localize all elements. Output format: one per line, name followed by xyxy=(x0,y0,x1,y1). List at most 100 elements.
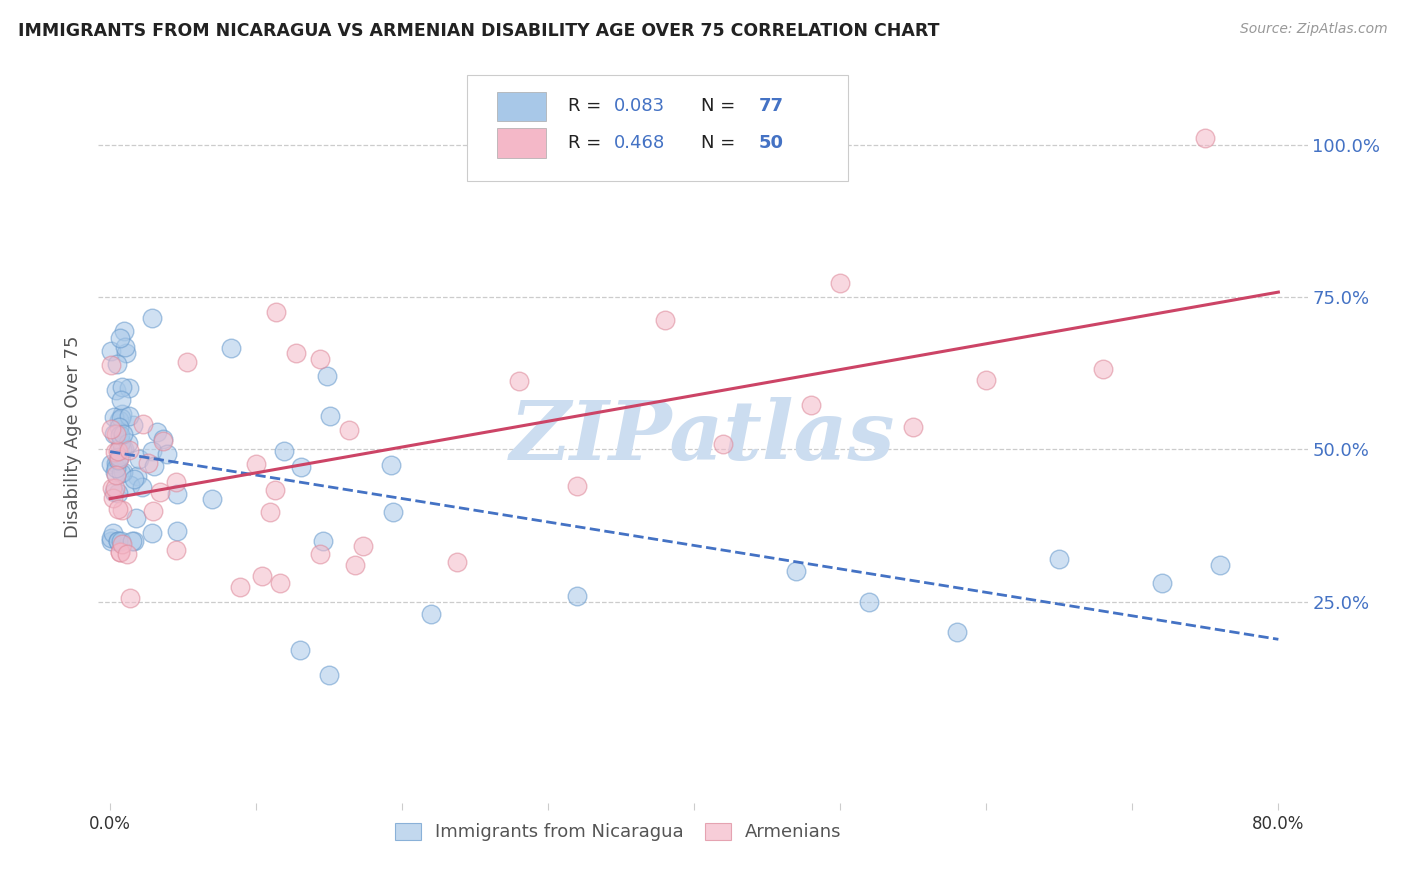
Point xyxy=(111,537,134,551)
Point xyxy=(104,383,127,397)
Point xyxy=(143,459,166,474)
Point xyxy=(107,452,129,467)
Text: N =: N = xyxy=(700,134,741,152)
Point xyxy=(118,591,141,605)
Point xyxy=(110,533,132,548)
Point xyxy=(141,525,163,540)
Text: R =: R = xyxy=(568,134,606,152)
Text: IMMIGRANTS FROM NICARAGUA VS ARMENIAN DISABILITY AGE OVER 75 CORRELATION CHART: IMMIGRANTS FROM NICARAGUA VS ARMENIAN DI… xyxy=(18,22,939,40)
Point xyxy=(229,580,252,594)
Point xyxy=(100,358,122,372)
Point xyxy=(288,643,311,657)
Point xyxy=(259,504,281,518)
Point xyxy=(107,443,129,458)
Point xyxy=(382,506,405,520)
Point xyxy=(103,485,125,500)
Point xyxy=(125,468,148,483)
Point xyxy=(166,486,188,500)
Point xyxy=(118,381,141,395)
Point xyxy=(128,451,150,466)
Point xyxy=(107,413,129,427)
Point xyxy=(142,504,165,518)
Point xyxy=(121,418,143,433)
Point xyxy=(110,393,132,408)
Point xyxy=(105,427,128,442)
Point xyxy=(264,305,287,319)
Point xyxy=(830,276,852,290)
FancyBboxPatch shape xyxy=(498,128,546,158)
Point xyxy=(858,594,880,608)
Point xyxy=(149,485,172,500)
Point xyxy=(312,533,335,548)
Point xyxy=(104,468,127,483)
Point xyxy=(165,475,187,490)
Point xyxy=(115,346,138,360)
Legend: Immigrants from Nicaragua, Armenians: Immigrants from Nicaragua, Armenians xyxy=(388,815,849,848)
Point xyxy=(112,427,135,442)
Point xyxy=(1194,131,1216,145)
Point xyxy=(103,410,125,425)
Point xyxy=(567,589,589,603)
Point xyxy=(263,483,285,497)
Point xyxy=(946,625,969,640)
Point xyxy=(1209,558,1232,573)
Point xyxy=(380,458,402,472)
Point xyxy=(108,428,131,442)
Point xyxy=(250,568,273,582)
Point xyxy=(122,472,145,486)
Point xyxy=(800,398,823,412)
Point xyxy=(156,447,179,461)
Point xyxy=(108,545,131,559)
Point xyxy=(107,502,129,516)
Point xyxy=(100,531,122,545)
Point xyxy=(166,524,188,538)
Point xyxy=(112,442,135,456)
Point xyxy=(1047,552,1070,566)
Point xyxy=(420,607,443,621)
Point xyxy=(110,434,132,449)
Point xyxy=(309,548,332,562)
Point xyxy=(273,444,295,458)
Point xyxy=(104,461,127,475)
Point xyxy=(108,420,131,434)
Point xyxy=(176,355,198,369)
Point xyxy=(118,478,141,492)
Point xyxy=(1150,576,1173,591)
Point xyxy=(100,481,122,495)
Point xyxy=(245,457,267,471)
Point xyxy=(111,407,134,421)
Point xyxy=(446,555,468,569)
Point xyxy=(152,434,174,449)
Point xyxy=(108,450,131,464)
Point xyxy=(344,558,367,573)
Text: 0.083: 0.083 xyxy=(613,97,665,115)
Point xyxy=(104,481,127,495)
Point xyxy=(352,539,374,553)
Point xyxy=(111,442,134,456)
Point xyxy=(110,411,132,425)
Point xyxy=(508,375,530,389)
Point xyxy=(100,422,122,436)
Point xyxy=(785,564,807,578)
Point xyxy=(567,479,589,493)
Point xyxy=(269,576,291,591)
Point xyxy=(903,420,925,434)
Point xyxy=(125,511,148,525)
Point xyxy=(110,466,132,480)
Point xyxy=(112,325,135,339)
Y-axis label: Disability Age Over 75: Disability Age Over 75 xyxy=(65,335,83,539)
Point xyxy=(318,667,340,681)
Point xyxy=(118,442,141,457)
Point xyxy=(104,445,127,459)
Text: N =: N = xyxy=(700,97,741,115)
Point xyxy=(114,340,136,354)
Point xyxy=(713,437,735,451)
Point xyxy=(654,312,676,326)
Point xyxy=(141,311,163,326)
Point xyxy=(117,436,139,450)
Point xyxy=(152,432,174,446)
Point xyxy=(146,425,169,440)
Point xyxy=(111,503,134,517)
Text: ZIPatlas: ZIPatlas xyxy=(510,397,896,477)
Text: 77: 77 xyxy=(759,97,783,115)
